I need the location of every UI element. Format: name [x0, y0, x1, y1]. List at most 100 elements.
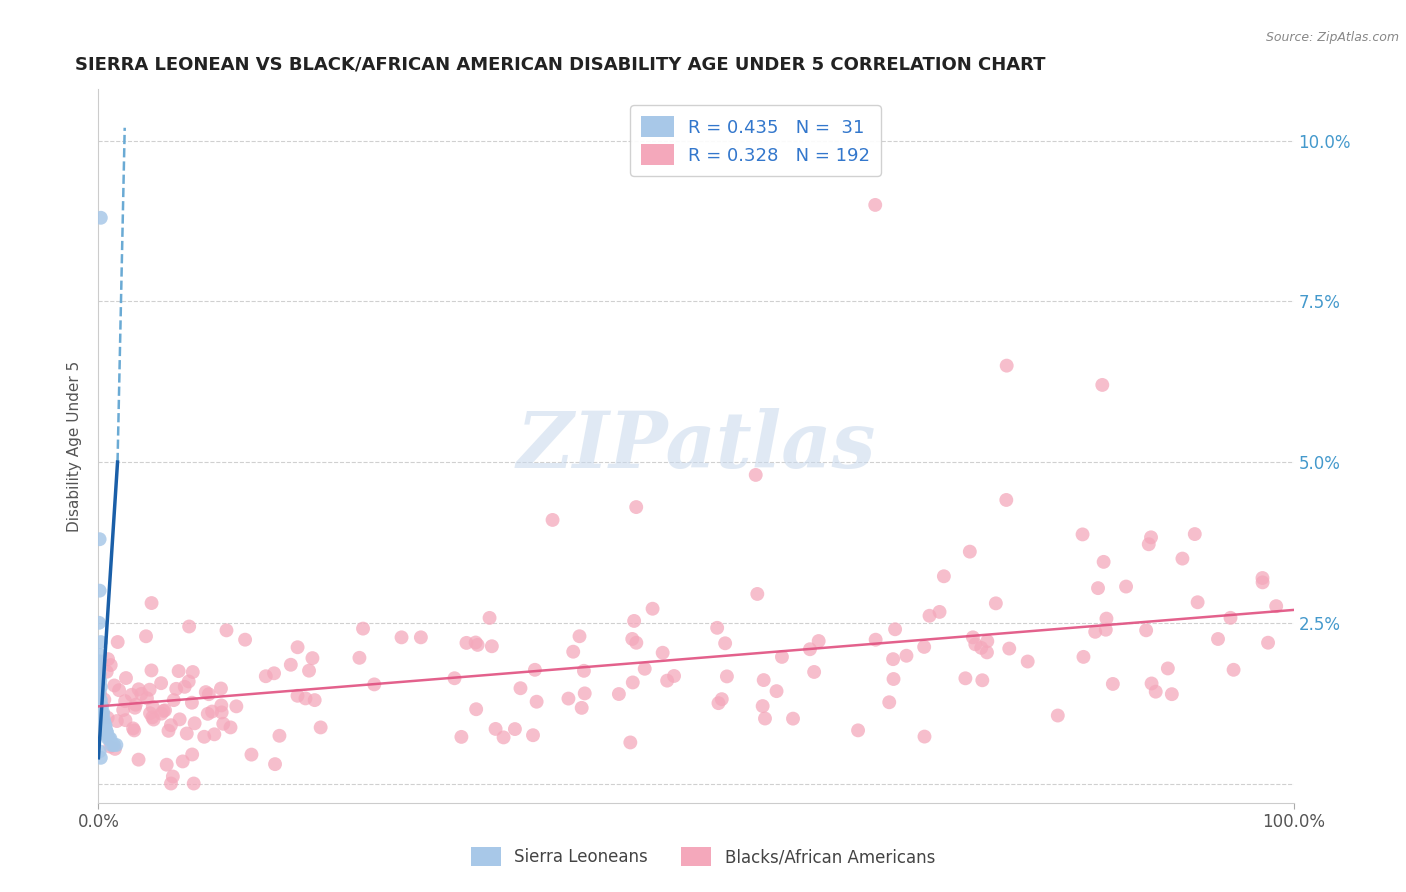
Legend: R = 0.435   N =  31, R = 0.328   N = 192: R = 0.435 N = 31, R = 0.328 N = 192	[630, 105, 882, 176]
Point	[928, 605, 950, 619]
Point	[747, 587, 769, 601]
Point	[177, 674, 200, 689]
Point	[96, 725, 118, 739]
Point	[391, 631, 413, 645]
Point	[896, 648, 918, 663]
Point	[90, 751, 112, 765]
Point	[97, 731, 120, 746]
Point	[770, 649, 793, 664]
Point	[167, 664, 190, 678]
Point	[976, 645, 998, 659]
Point	[89, 648, 111, 662]
Point	[607, 687, 630, 701]
Point	[138, 682, 160, 697]
Point	[181, 696, 204, 710]
Point	[294, 691, 316, 706]
Point	[619, 735, 641, 749]
Point	[125, 698, 148, 712]
Point	[93, 715, 115, 730]
Point	[465, 702, 488, 716]
Point	[103, 678, 125, 692]
Point	[1140, 676, 1163, 690]
Point	[115, 671, 138, 685]
Point	[162, 770, 184, 784]
Point	[264, 757, 287, 772]
Point	[96, 665, 118, 679]
Point	[93, 712, 115, 726]
Point	[1140, 530, 1163, 544]
Point	[1265, 599, 1288, 614]
Point	[754, 712, 776, 726]
Point	[107, 635, 129, 649]
Point	[634, 662, 657, 676]
Point	[181, 665, 204, 679]
Point	[89, 583, 111, 598]
Point	[94, 719, 117, 733]
Point	[139, 706, 162, 721]
Point	[89, 686, 111, 700]
Point	[103, 738, 125, 752]
Point	[467, 638, 489, 652]
Point	[1157, 661, 1180, 675]
Point	[181, 747, 204, 762]
Point	[962, 630, 984, 644]
Point	[1017, 655, 1039, 669]
Point	[150, 676, 173, 690]
Point	[93, 719, 115, 733]
Point	[183, 716, 205, 731]
Point	[98, 731, 121, 746]
Point	[1091, 378, 1114, 392]
Point	[541, 513, 564, 527]
Point	[91, 706, 114, 720]
Point	[803, 665, 825, 679]
Point	[91, 699, 114, 714]
Point	[104, 742, 127, 756]
Point	[710, 692, 733, 706]
Point	[1187, 595, 1209, 609]
Legend: Sierra Leoneans, Blacks/African Americans: Sierra Leoneans, Blacks/African American…	[463, 838, 943, 875]
Point	[626, 636, 648, 650]
Point	[568, 629, 591, 643]
Point	[135, 629, 157, 643]
Point	[1257, 636, 1279, 650]
Point	[1144, 684, 1167, 698]
Point	[626, 500, 648, 514]
Point	[142, 713, 165, 727]
Point	[1251, 571, 1274, 585]
Point	[304, 693, 326, 707]
Point	[209, 681, 232, 696]
Text: SIERRA LEONEAN VS BLACK/AFRICAN AMERICAN DISABILITY AGE UNDER 5 CORRELATION CHAR: SIERRA LEONEAN VS BLACK/AFRICAN AMERICAN…	[75, 56, 1045, 74]
Point	[97, 652, 120, 666]
Point	[201, 705, 224, 719]
Point	[976, 634, 998, 648]
Point	[202, 727, 225, 741]
Point	[865, 632, 887, 647]
Point	[998, 641, 1021, 656]
Point	[651, 646, 673, 660]
Point	[1071, 527, 1094, 541]
Point	[1084, 624, 1107, 639]
Point	[621, 632, 644, 646]
Point	[198, 687, 221, 701]
Point	[621, 675, 644, 690]
Point	[89, 654, 111, 668]
Point	[1222, 663, 1244, 677]
Point	[301, 651, 323, 665]
Point	[526, 695, 548, 709]
Point	[152, 704, 174, 718]
Point	[883, 672, 905, 686]
Point	[87, 615, 110, 630]
Point	[173, 680, 195, 694]
Point	[932, 569, 955, 583]
Point	[96, 725, 118, 739]
Point	[183, 776, 205, 790]
Point	[108, 683, 131, 698]
Point	[254, 669, 277, 683]
Point	[1171, 551, 1194, 566]
Point	[1094, 623, 1116, 637]
Point	[179, 619, 201, 633]
Point	[212, 716, 235, 731]
Point	[114, 694, 136, 708]
Point	[90, 680, 112, 694]
Point	[141, 664, 163, 678]
